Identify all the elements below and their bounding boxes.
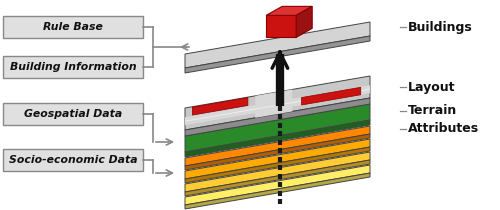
Polygon shape <box>296 6 312 37</box>
FancyBboxPatch shape <box>3 16 143 38</box>
Polygon shape <box>185 147 370 183</box>
Polygon shape <box>185 22 370 68</box>
Polygon shape <box>185 89 370 122</box>
Polygon shape <box>185 139 370 179</box>
Polygon shape <box>185 76 370 130</box>
Text: Attributes: Attributes <box>408 122 479 135</box>
Polygon shape <box>256 89 292 118</box>
Text: Terrain: Terrain <box>408 105 457 118</box>
Polygon shape <box>185 85 370 125</box>
Polygon shape <box>185 36 370 73</box>
Polygon shape <box>266 15 296 37</box>
Text: Rule Base: Rule Base <box>43 22 103 32</box>
FancyBboxPatch shape <box>3 56 143 78</box>
Polygon shape <box>185 126 370 166</box>
Text: Geospatial Data: Geospatial Data <box>24 109 122 119</box>
Text: Socio-economic Data: Socio-economic Data <box>8 155 138 165</box>
Text: Buildings: Buildings <box>408 21 473 34</box>
Text: Building Information: Building Information <box>10 62 136 72</box>
Polygon shape <box>185 152 370 192</box>
FancyBboxPatch shape <box>3 103 143 125</box>
Polygon shape <box>185 120 370 157</box>
Text: Layout: Layout <box>408 80 456 93</box>
Polygon shape <box>185 173 370 209</box>
Polygon shape <box>185 165 370 205</box>
Polygon shape <box>192 98 248 115</box>
Polygon shape <box>185 98 370 136</box>
FancyBboxPatch shape <box>3 149 143 171</box>
Polygon shape <box>185 104 370 152</box>
Polygon shape <box>185 134 370 170</box>
Polygon shape <box>185 160 370 196</box>
Polygon shape <box>266 6 312 15</box>
Polygon shape <box>302 87 361 105</box>
